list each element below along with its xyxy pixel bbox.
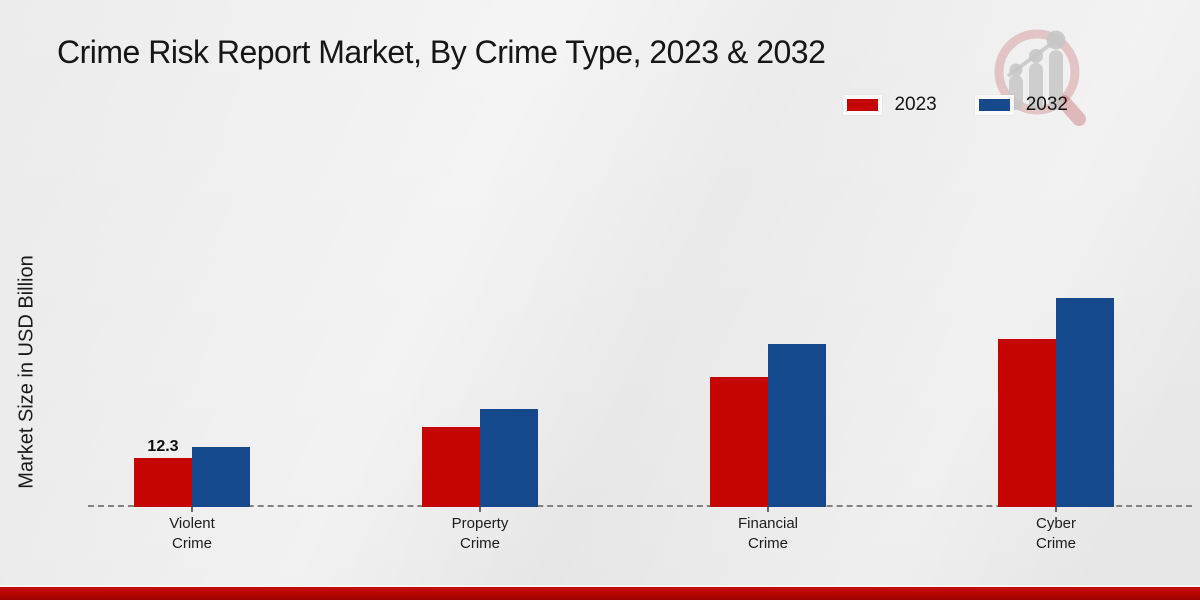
x-axis-tick: [479, 507, 481, 512]
x-tick-label-cyber-crime: Cyber Crime: [1035, 515, 1076, 552]
bar-2023-property-crime: [422, 427, 480, 507]
bar-2032-financial-crime: [768, 344, 826, 507]
legend-swatch-2023: [843, 95, 883, 115]
bar-2032-cyber-crime: [1056, 298, 1114, 507]
bar-2023-financial-crime: [710, 377, 768, 507]
bottom-red-strip: [0, 587, 1200, 600]
bar-2032-property-crime: [480, 409, 538, 507]
bar-2032-violent-crime: [192, 447, 250, 507]
x-axis-tick: [191, 507, 193, 512]
bar-2023-cyber-crime: [998, 339, 1056, 507]
legend-swatch-2032: [974, 95, 1014, 115]
legend-label-2023: 2023: [894, 94, 937, 115]
x-tick-label-financial-crime: Financial Crime: [737, 515, 799, 552]
x-tick-label-property-crime: Property Crime: [451, 515, 509, 552]
legend: 2023 2032: [843, 94, 1068, 116]
data-label-12.3: 12.3: [147, 438, 179, 455]
bottom-separator: [0, 585, 1200, 587]
chart-title: Crime Risk Report Market, By Crime Type,…: [57, 34, 826, 70]
legend-item-2023: 2023: [843, 94, 937, 116]
mrfr-logo-watermark-icon: [994, 29, 1086, 126]
legend-label-2032: 2032: [1025, 94, 1068, 115]
legend-item-2032: 2032: [974, 94, 1068, 116]
zero-baseline: [88, 505, 1192, 507]
x-axis-tick: [1055, 507, 1057, 512]
bar-2023-violent-crime: [134, 458, 192, 507]
x-axis-tick: [767, 507, 769, 512]
x-tick-label-violent-crime: Violent Crime: [169, 515, 215, 552]
